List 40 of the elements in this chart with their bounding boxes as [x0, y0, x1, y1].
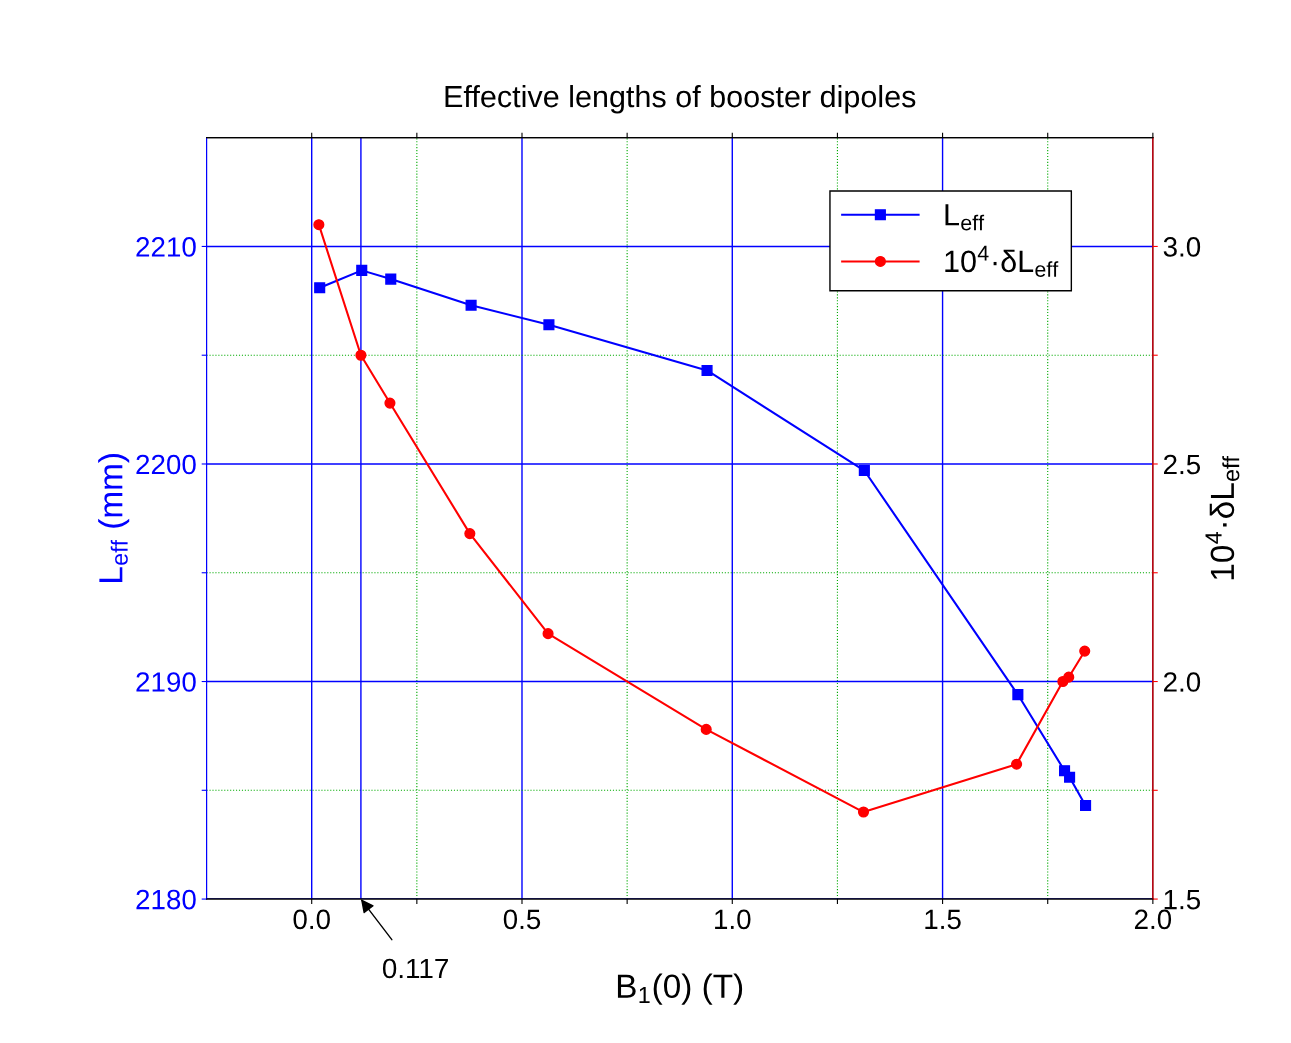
y2-tick-label: 2.5 — [1163, 454, 1201, 475]
point — [313, 219, 325, 231]
point — [1079, 645, 1091, 657]
y-tick-label: 2200 — [136, 454, 196, 475]
x-tick-label: 1.0 — [715, 909, 751, 930]
point — [1063, 671, 1075, 683]
y-tick-label: 2180 — [136, 889, 196, 910]
point — [542, 628, 554, 640]
point — [464, 528, 476, 540]
chart-title: Effective lengths of booster dipoles — [445, 84, 916, 114]
y2-tick-label: 1.5 — [1164, 890, 1201, 910]
x-axis-title: B$_{1}$(0) (T) — [617, 973, 743, 1005]
y-tick-label: 2210 — [136, 237, 196, 257]
x-tick-label: 2.0 — [1134, 909, 1172, 930]
x-tick-label: 0.5 — [503, 909, 541, 930]
y2-tick-label: 3.0 — [1163, 237, 1201, 257]
point — [355, 349, 367, 361]
point — [314, 282, 326, 294]
point — [700, 723, 712, 735]
point — [384, 397, 396, 409]
y-tick-label: 2190 — [136, 672, 196, 692]
point — [1011, 758, 1023, 770]
point — [857, 806, 870, 818]
legend-label: 10$^{4}$·δL$_{eff}$ — [945, 245, 1059, 277]
point — [543, 319, 555, 331]
point — [858, 464, 870, 477]
point — [701, 364, 713, 377]
y2-axis-title: 10$^{4}$·δL$_{eff}$ — [1205, 455, 1240, 580]
point — [1012, 689, 1024, 701]
point — [356, 264, 368, 276]
legend-label: L$_{eff}$ — [945, 204, 985, 231]
x-tick-label: 1.5 — [925, 909, 961, 930]
point — [1064, 771, 1076, 783]
y-axis-title: L$_{eff}$ (mm) — [98, 454, 130, 582]
x-tick-label: 0.0 — [293, 909, 330, 930]
point — [1080, 799, 1092, 812]
point — [385, 273, 397, 285]
y2-tick-label: 2.0 — [1163, 672, 1201, 692]
point — [465, 299, 477, 311]
annotation: 0.117 — [382, 958, 448, 979]
